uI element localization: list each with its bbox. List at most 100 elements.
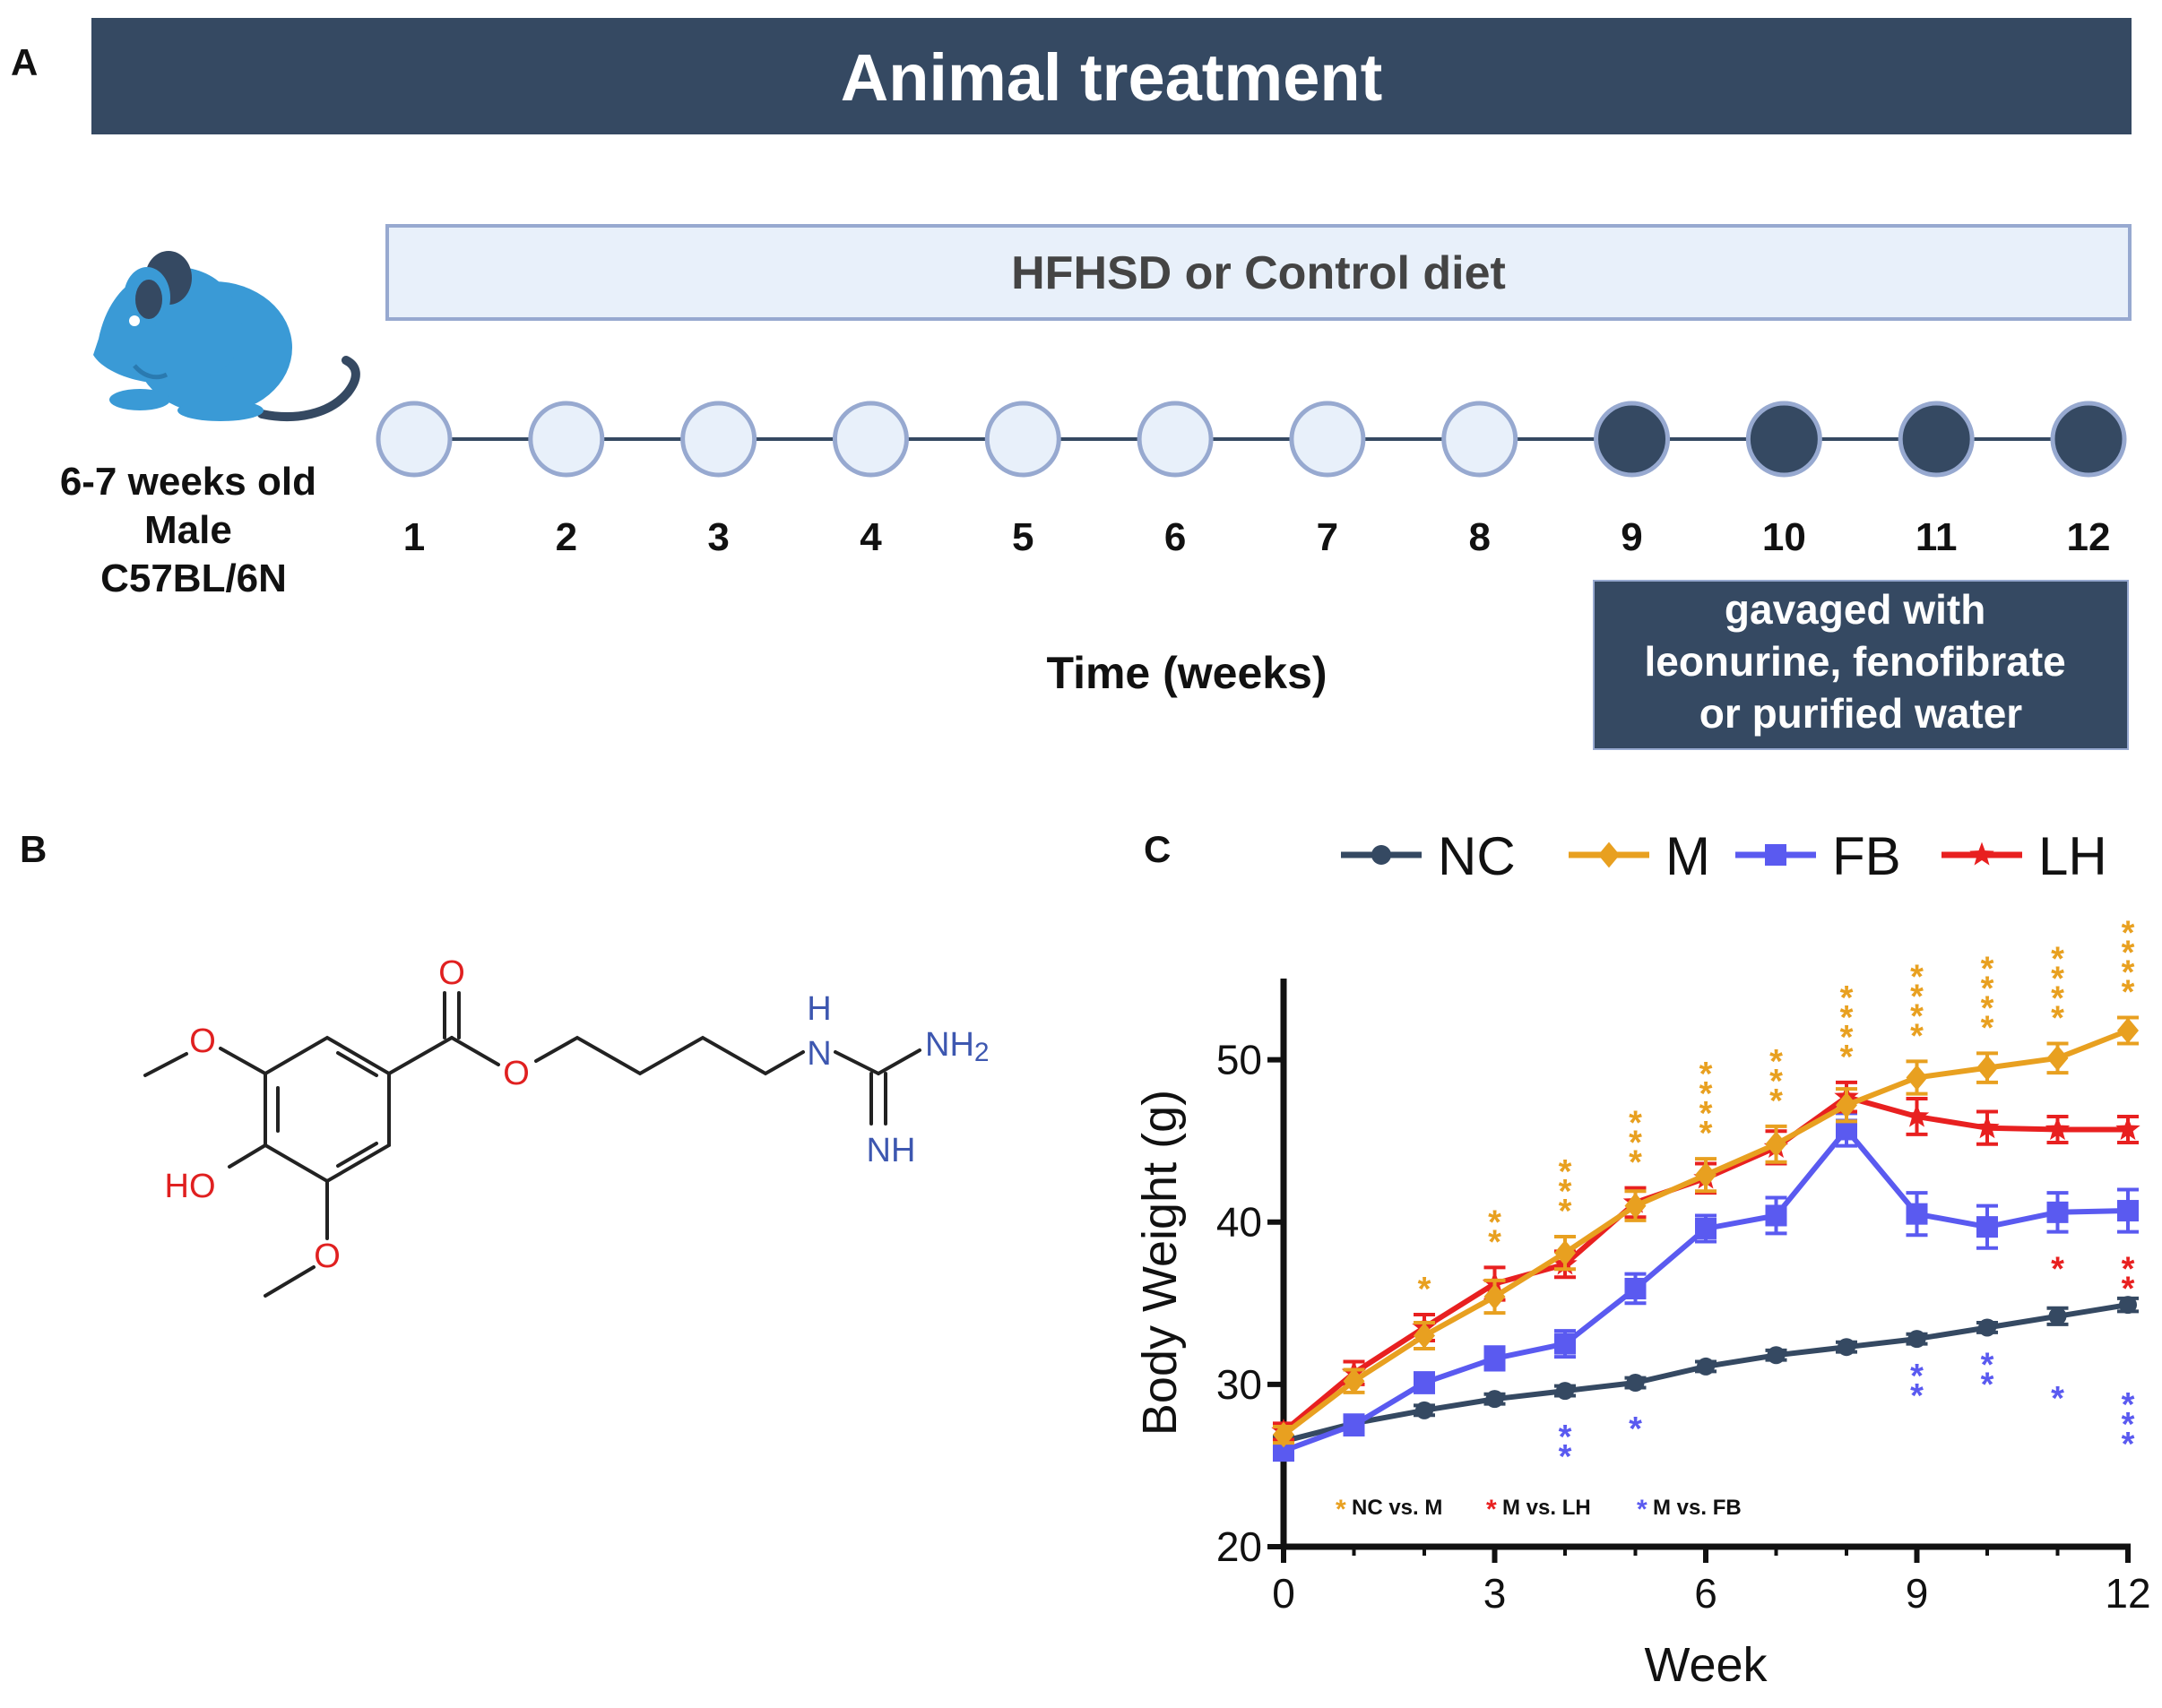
legend-item-NC: NC bbox=[1341, 826, 1516, 886]
y-tick-label: 20 bbox=[1216, 1523, 1262, 1570]
legend-marker-LH bbox=[1969, 841, 1994, 866]
significance-star: * bbox=[2122, 1271, 2135, 1308]
significance-star: * bbox=[1559, 1438, 1572, 1476]
significance-star: * bbox=[1559, 1193, 1572, 1230]
atom-ho: HO bbox=[165, 1168, 216, 1205]
data-point-FB bbox=[1343, 1414, 1365, 1436]
significance-star: * bbox=[2051, 1380, 2064, 1418]
significance-star: * bbox=[1981, 1009, 1994, 1047]
time-label: Time (weeks) bbox=[1046, 648, 1327, 698]
data-point-M bbox=[1836, 1091, 1857, 1118]
data-point-M bbox=[1343, 1367, 1365, 1394]
data-point-NC bbox=[2119, 1296, 2137, 1315]
y-axis-label: Body Weight (g) bbox=[1133, 1090, 1187, 1436]
significance-star: * bbox=[1488, 1203, 1501, 1241]
week-label-9: 9 bbox=[1621, 515, 1642, 559]
atom-o-bottom: O bbox=[314, 1238, 341, 1275]
significance-star: * bbox=[1629, 1125, 1642, 1162]
leonurine-structure bbox=[143, 991, 921, 1298]
atom-labels: O HO O O O H N NH2 NH bbox=[165, 954, 990, 1275]
significance-star: * bbox=[2122, 1426, 2135, 1463]
atom-o-ester: O bbox=[503, 1055, 530, 1092]
significance-star: * bbox=[1629, 1410, 1642, 1448]
benzene-ring bbox=[264, 1035, 391, 1184]
data-point-FB bbox=[1976, 1216, 1998, 1238]
x-tick-label: 0 bbox=[1272, 1570, 1295, 1617]
data-point-M bbox=[2046, 1045, 2069, 1072]
significance-marker: ** bbox=[1910, 1358, 1924, 1415]
gavage-line-1: gavaged with bbox=[1725, 586, 1985, 633]
significance-marker: ** bbox=[1981, 1346, 1994, 1403]
data-point-NC bbox=[1978, 1318, 1996, 1337]
atom-n: N bbox=[807, 1035, 831, 1073]
atom-o-top: O bbox=[189, 1022, 216, 1060]
week-node-9 bbox=[1594, 401, 1671, 478]
x-axis-label: Week bbox=[1644, 1638, 1768, 1692]
significance-marker: *** bbox=[1769, 1043, 1783, 1120]
significance-marker: * bbox=[1629, 1410, 1642, 1448]
bond-ring-oh bbox=[228, 1143, 267, 1169]
significance-star: * bbox=[1840, 1039, 1854, 1076]
significance-marker: **** bbox=[1699, 1056, 1713, 1152]
week-node-5 bbox=[984, 401, 1061, 478]
data-point-FB bbox=[1414, 1372, 1435, 1394]
week-label-11: 11 bbox=[1916, 515, 1958, 559]
significance-marker: **** bbox=[2051, 940, 2064, 1037]
week-label-4: 4 bbox=[860, 515, 882, 559]
week-label-8: 8 bbox=[1468, 515, 1490, 559]
significance-star: * bbox=[1559, 1153, 1572, 1191]
significance-star: * bbox=[1981, 970, 1994, 1007]
data-point-NC bbox=[2048, 1307, 2067, 1325]
atom-nh2: NH2 bbox=[925, 1026, 990, 1067]
data-point-M bbox=[1414, 1323, 1435, 1349]
atom-nh-imine: NH bbox=[867, 1132, 916, 1169]
butyl-chain bbox=[534, 1035, 805, 1076]
mouse-label: 6-7 weeks old Male C57BL/6N bbox=[60, 460, 327, 600]
x-tick-label: 9 bbox=[1906, 1570, 1929, 1617]
week-label-3: 3 bbox=[707, 515, 729, 559]
data-point-M bbox=[1483, 1283, 1506, 1310]
mouse-label-line-1: 6-7 weeks old bbox=[60, 460, 316, 504]
significance-star: * bbox=[1559, 1173, 1572, 1211]
x-tick-label: 6 bbox=[1694, 1570, 1717, 1617]
significance-marker: * bbox=[1418, 1271, 1431, 1308]
data-point-FB bbox=[1765, 1204, 1787, 1227]
bond-o-me-top bbox=[143, 1052, 188, 1077]
significance-marker: ** bbox=[2122, 1251, 2135, 1308]
annotation-label: M vs. LH bbox=[1502, 1496, 1591, 1520]
legend-item-FB: FB bbox=[1735, 826, 1901, 886]
data-point-FB bbox=[1554, 1333, 1576, 1355]
significance-star: * bbox=[2122, 934, 2135, 971]
timeline: 1 2 3 4 5 6 7 8 9 10 11 12 bbox=[376, 401, 2127, 559]
atom-nh2-sub: 2 bbox=[974, 1038, 990, 1067]
significance-marker: ** bbox=[1559, 1419, 1572, 1476]
gavage-line-3: or purified water bbox=[1699, 690, 2022, 737]
significance-marker: **** bbox=[1840, 979, 1854, 1076]
y-tick-label: 30 bbox=[1216, 1361, 1262, 1408]
significance-star: * bbox=[1769, 1043, 1783, 1081]
annotation-star: * bbox=[1336, 1495, 1346, 1524]
gavage-label: gavaged with leonurine, fenofibrate or p… bbox=[1644, 586, 2077, 737]
data-point-NC bbox=[1485, 1390, 1504, 1409]
significance-star: * bbox=[1769, 1063, 1783, 1100]
significance-star: * bbox=[2122, 914, 2135, 952]
data-point-FB bbox=[2117, 1200, 2139, 1222]
bond-o-me-bottom bbox=[264, 1265, 316, 1298]
chart-legend: NC M FB LH bbox=[1341, 826, 2107, 886]
significance-star: * bbox=[1910, 1017, 1924, 1055]
panel-b: B O bbox=[20, 828, 990, 1298]
significance-star: * bbox=[1559, 1419, 1572, 1456]
atom-h: H bbox=[807, 990, 831, 1028]
significance-star: * bbox=[1629, 1105, 1642, 1143]
significance-star: * bbox=[1910, 1377, 1924, 1415]
significance-star: * bbox=[2122, 1386, 2135, 1424]
panel-b-letter: B bbox=[20, 828, 47, 870]
panel-a: A Animal treatment HFHSD or Control diet… bbox=[11, 18, 2132, 750]
panel-a-letter: A bbox=[11, 41, 38, 83]
data-point-NC bbox=[1907, 1330, 1926, 1349]
significance-star: * bbox=[1981, 1366, 1994, 1403]
annotation-legend-item: * M vs. FB bbox=[1637, 1495, 1742, 1524]
bond-n-c bbox=[834, 1050, 880, 1075]
panel-c: C NC M FB LH 20 30 40 50 0 3 6 9 12 Week Body Weight … bbox=[1133, 826, 2151, 1692]
